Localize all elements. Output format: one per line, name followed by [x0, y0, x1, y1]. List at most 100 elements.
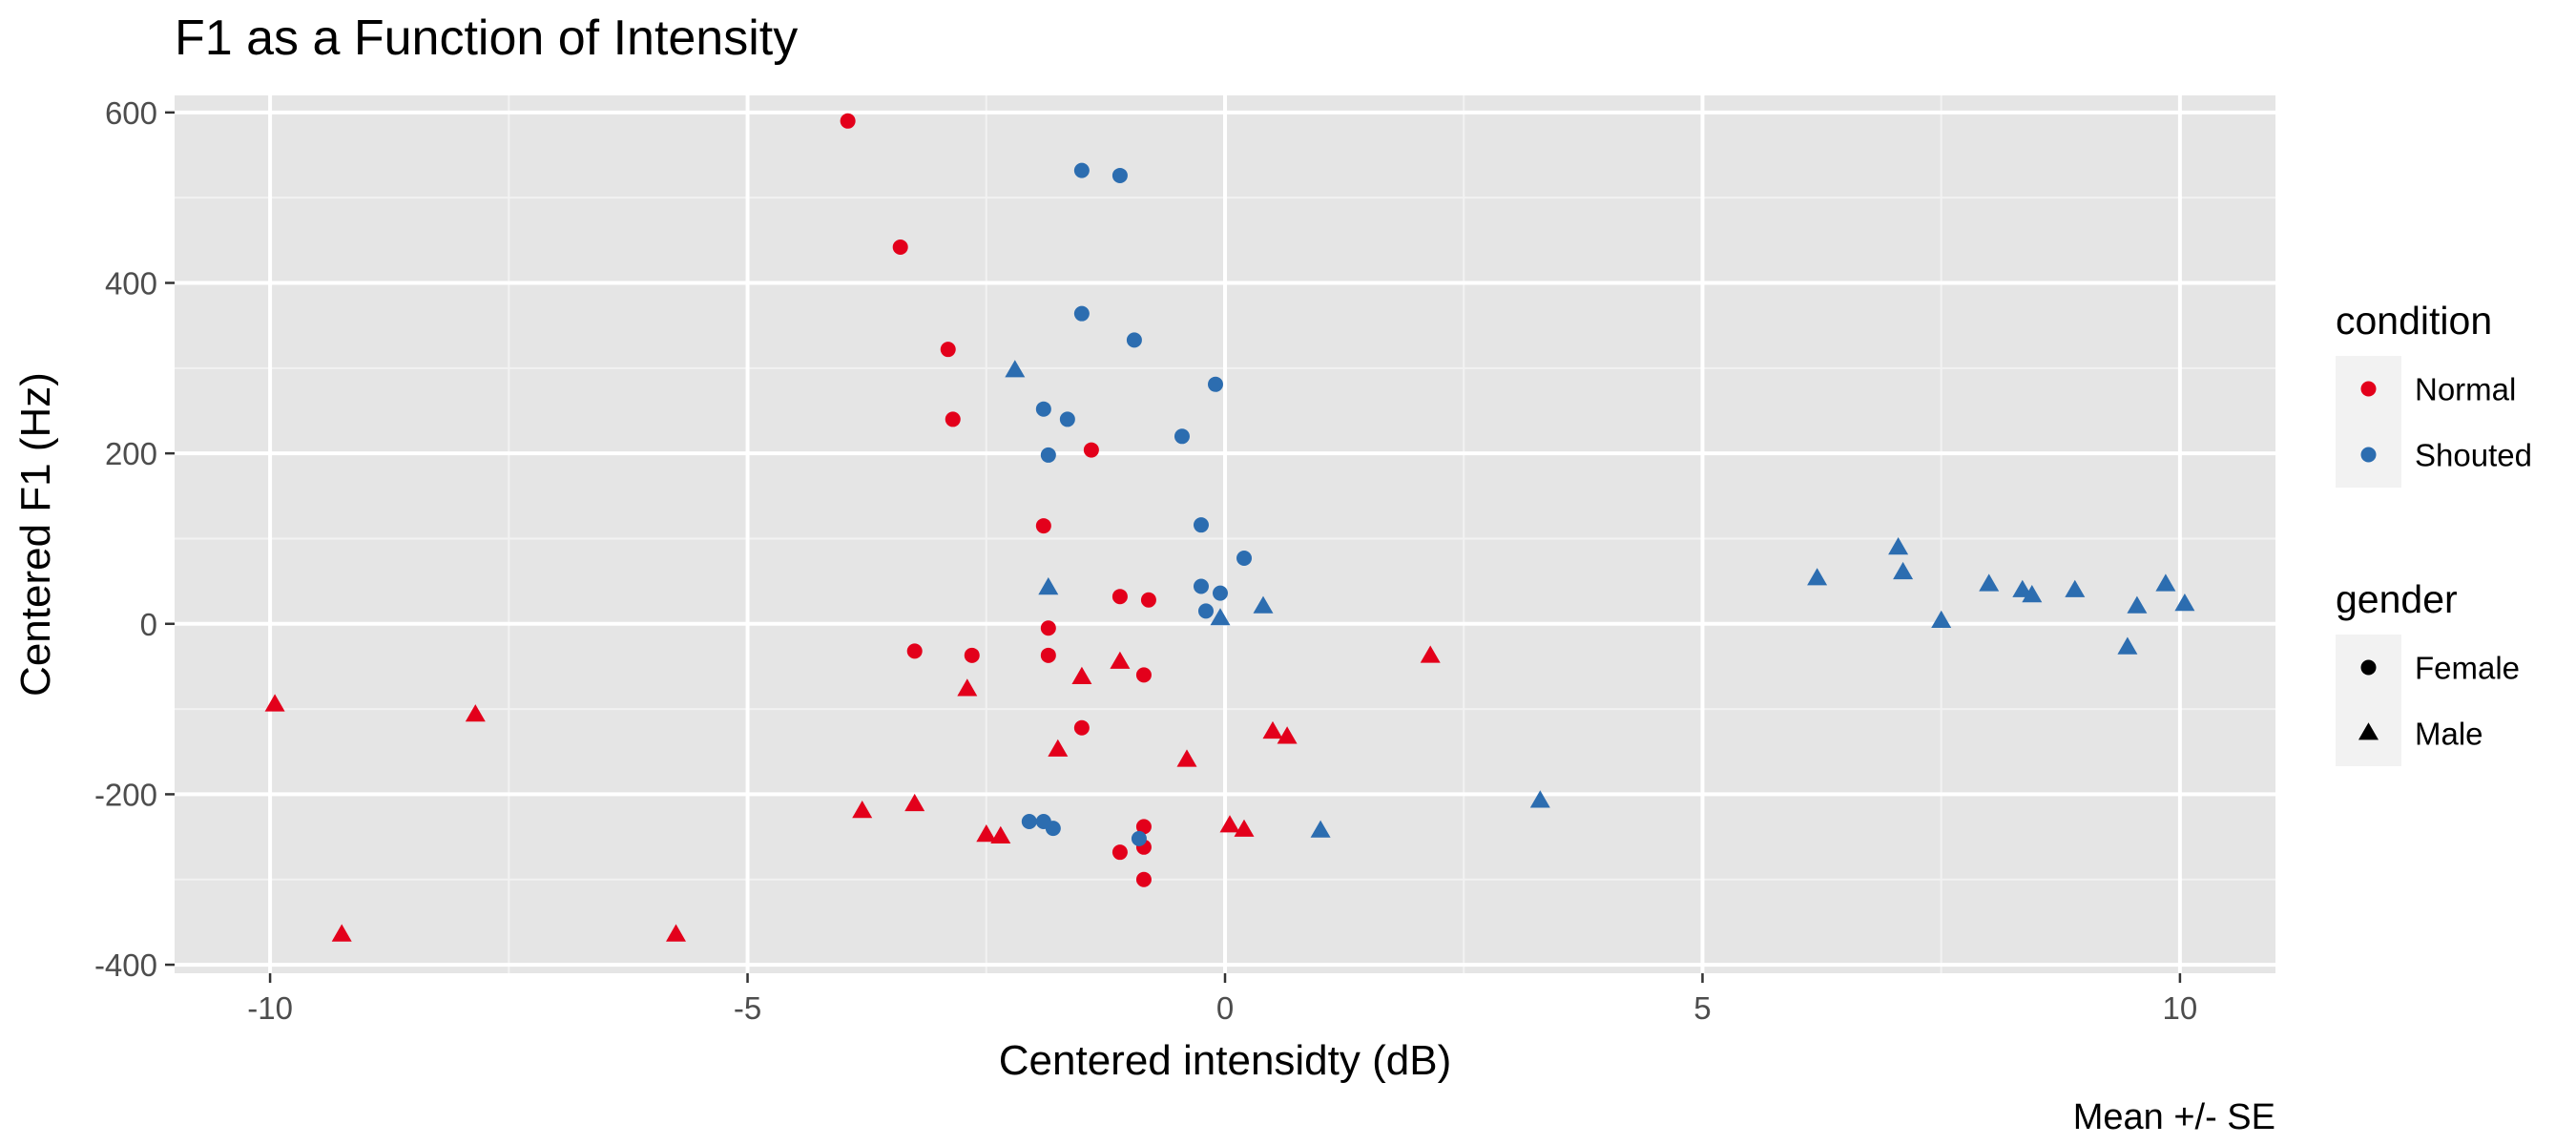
- point-shouted-male: [1807, 568, 1828, 586]
- y-tick-label: 200: [105, 436, 157, 471]
- point-normal-female: [964, 647, 980, 663]
- point-normal-male: [1219, 815, 1240, 833]
- point-normal-female: [1035, 518, 1051, 534]
- point-normal-male: [957, 678, 978, 697]
- point-normal-female: [1073, 719, 1090, 736]
- legend-key-shouted: [2360, 447, 2377, 463]
- point-shouted-male: [1529, 790, 1550, 808]
- point-normal-female: [1140, 592, 1156, 608]
- x-axis: -10 -5 0 5 10: [247, 973, 2197, 1026]
- point-normal-female: [945, 411, 961, 427]
- x-tick-label: 10: [2163, 990, 2198, 1026]
- point-normal-female: [1135, 819, 1152, 835]
- y-axis-label: Centered F1 (Hz): [12, 372, 59, 697]
- point-normal-male: [465, 704, 486, 722]
- point-shouted-male: [1893, 561, 1914, 580]
- x-tick-label: 5: [1693, 990, 1711, 1026]
- point-normal-female: [1111, 589, 1128, 605]
- point-normal-female: [940, 342, 956, 358]
- y-tick-label: 600: [105, 95, 157, 131]
- point-shouted-male: [1310, 820, 1331, 838]
- point-shouted-female: [1126, 332, 1142, 348]
- point-shouted-male: [1931, 610, 1952, 628]
- legend-key-normal: [2360, 381, 2377, 397]
- point-normal-female: [1135, 871, 1152, 887]
- point-shouted-male: [2127, 595, 2148, 614]
- point-normal-male: [1262, 720, 1283, 739]
- point-normal-male: [1176, 749, 1197, 767]
- point-shouted-female: [1111, 167, 1128, 183]
- chart-caption: Mean +/- SE: [2073, 1097, 2275, 1137]
- point-normal-male: [904, 793, 925, 812]
- point-shouted-female: [1193, 517, 1209, 533]
- point-shouted-male: [1979, 573, 2000, 592]
- chart-title: F1 as a Function of Intensity: [175, 10, 798, 66]
- point-normal-male: [1234, 819, 1255, 837]
- point-normal-male: [1420, 645, 1441, 663]
- point-shouted-male: [1038, 577, 1059, 595]
- x-tick-label: -10: [247, 990, 293, 1026]
- legend-label: Shouted: [2415, 438, 2532, 473]
- point-normal-female: [892, 239, 908, 255]
- point-shouted-male: [1888, 537, 1909, 555]
- point-normal-female: [906, 643, 923, 659]
- point-shouted-female: [1021, 814, 1037, 830]
- point-shouted-female: [1045, 821, 1061, 837]
- point-normal-female: [1135, 667, 1152, 683]
- point-normal-female: [1040, 647, 1056, 663]
- legend-key-female: [2360, 659, 2377, 676]
- point-shouted-male: [1210, 608, 1231, 626]
- point-shouted-female: [1174, 428, 1190, 445]
- point-shouted-female: [1073, 162, 1090, 178]
- point-normal-male: [264, 694, 285, 712]
- point-shouted-male: [1005, 360, 1026, 378]
- point-normal-male: [976, 824, 997, 843]
- x-axis-label: Centered intensidty (dB): [999, 1037, 1451, 1084]
- x-tick-label: -5: [734, 990, 761, 1026]
- point-normal-female: [1040, 620, 1056, 636]
- point-normal-male: [1110, 651, 1131, 669]
- point-normal-male: [331, 924, 352, 942]
- point-normal-male: [1277, 726, 1298, 744]
- point-shouted-female: [1035, 401, 1051, 417]
- point-normal-male: [1048, 739, 1069, 757]
- point-shouted-female: [1197, 603, 1214, 619]
- point-shouted-male: [2022, 585, 2043, 603]
- y-axis: -400 -200 0 200 400 600: [94, 95, 175, 983]
- point-shouted-male: [2117, 636, 2138, 655]
- point-normal-female: [1083, 442, 1099, 458]
- point-normal-male: [990, 825, 1011, 843]
- point-shouted-female: [1212, 585, 1228, 601]
- y-tick-label: -200: [94, 777, 157, 812]
- legend-label: Male: [2415, 717, 2483, 752]
- point-shouted-male: [2174, 593, 2195, 612]
- point-normal-male: [852, 801, 873, 819]
- x-tick-label: 0: [1216, 990, 1234, 1026]
- point-shouted-female: [1193, 578, 1209, 594]
- legend-label: Normal: [2415, 372, 2516, 407]
- legend-label: Female: [2415, 651, 2520, 686]
- point-shouted-male: [1253, 595, 1274, 614]
- data-points: [264, 113, 2195, 942]
- point-shouted-male: [2065, 579, 2086, 597]
- y-tick-label: 400: [105, 266, 157, 302]
- legend-title: condition: [2336, 299, 2492, 343]
- point-shouted-female: [1059, 411, 1075, 427]
- point-shouted-female: [1207, 376, 1223, 392]
- y-tick-label: -400: [94, 947, 157, 983]
- y-tick-label: 0: [140, 607, 157, 642]
- legend: condition Normal Shouted gender Female Male: [2336, 299, 2532, 766]
- point-normal-female: [1111, 844, 1128, 861]
- point-normal-male: [666, 924, 686, 942]
- point-normal-female: [840, 113, 856, 129]
- point-shouted-female: [1131, 830, 1147, 846]
- point-shouted-female: [1040, 447, 1056, 463]
- legend-title: gender: [2336, 577, 2458, 621]
- legend-key-male: [2358, 722, 2379, 740]
- point-shouted-female: [1073, 305, 1090, 322]
- point-normal-male: [1071, 666, 1092, 684]
- point-shouted-male: [2155, 573, 2176, 592]
- grid-major: [175, 95, 2275, 973]
- point-shouted-female: [1236, 551, 1253, 567]
